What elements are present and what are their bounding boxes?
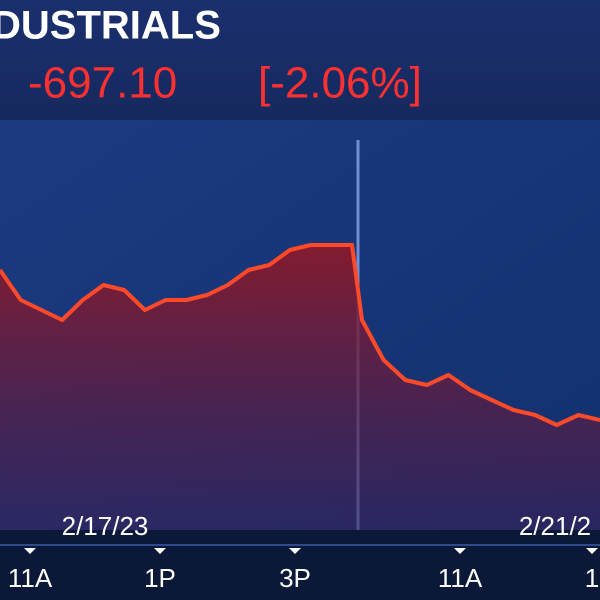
change: -697.10 bbox=[28, 59, 177, 108]
price-line bbox=[0, 243, 600, 427]
x-tick-label: 11A bbox=[438, 563, 483, 593]
title: DUSTRIALS bbox=[0, 4, 221, 48]
x-tick-label: 3P bbox=[279, 563, 311, 593]
axis-band bbox=[0, 530, 600, 600]
change-percent: [-2.06%] bbox=[258, 59, 422, 108]
tick-marker bbox=[154, 548, 166, 554]
tick-marker bbox=[24, 548, 36, 554]
x-tick-label: 1P bbox=[144, 563, 176, 593]
series bbox=[0, 243, 600, 530]
x-tick-label: 1 bbox=[585, 563, 599, 593]
area-fill bbox=[0, 245, 600, 530]
tick-marker bbox=[454, 548, 466, 554]
tick-marker bbox=[586, 548, 598, 554]
date-label: 2/17/23 bbox=[62, 511, 149, 541]
header-band bbox=[0, 0, 600, 120]
x-tick-label: 11A bbox=[8, 563, 53, 593]
date-label: 2/21/2 bbox=[519, 511, 591, 541]
tick-marker bbox=[289, 548, 301, 554]
